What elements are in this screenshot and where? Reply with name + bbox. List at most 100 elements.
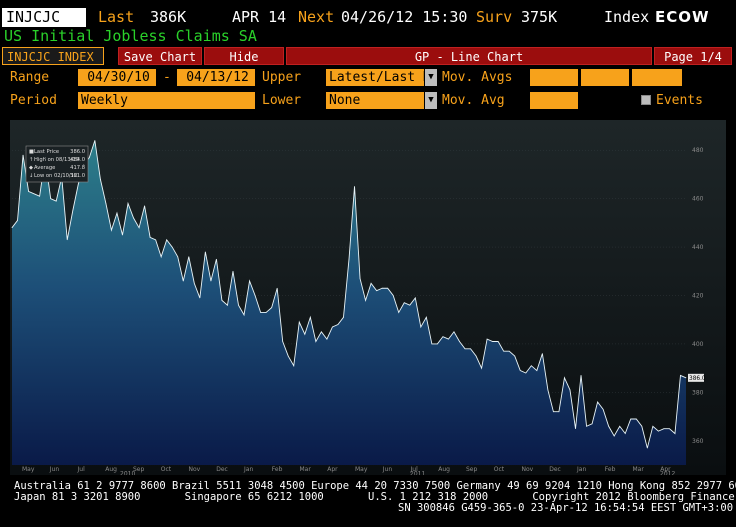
x-year-label: 2012 (660, 471, 675, 476)
data-point (348, 258, 350, 260)
chart-title-bar: GP - Line Chart (286, 47, 652, 65)
data-point (155, 239, 156, 241)
ecow-logo[interactable]: ECOW (655, 8, 710, 26)
data-point (575, 428, 576, 430)
data-point (492, 341, 493, 342)
data-point (249, 280, 250, 282)
period-label: Period (10, 93, 57, 108)
data-point (646, 447, 648, 449)
legend-label: Last Price (34, 149, 59, 155)
x-year-label: 2010 (120, 471, 135, 476)
save-chart-button[interactable]: Save Chart (118, 47, 202, 65)
data-point (409, 304, 411, 306)
upper-dropdown-icon[interactable]: ▼ (425, 69, 437, 86)
x-tick-label: Aug (438, 466, 450, 473)
data-point (514, 355, 516, 357)
data-point (293, 365, 295, 367)
data-point (613, 435, 615, 437)
lower-select[interactable]: None (326, 92, 424, 109)
x-tick-label: Sep (466, 466, 478, 473)
data-point (326, 338, 328, 340)
data-point (403, 302, 405, 304)
data-point (591, 423, 593, 425)
index-label: Index (604, 8, 650, 26)
x-tick-label: May (22, 466, 35, 473)
data-point (580, 375, 582, 376)
upper-label: Upper (262, 70, 302, 85)
range-end-field[interactable]: 04/13/12 (177, 69, 255, 86)
x-tick-label: Mar (633, 466, 645, 473)
data-point (470, 348, 471, 350)
data-point (88, 157, 90, 158)
release-date: APR 14 (232, 8, 287, 26)
data-point (265, 312, 267, 313)
mov-avg-lower-field[interactable] (530, 92, 578, 109)
security-menu[interactable]: INJCJC INDEX (2, 47, 104, 65)
data-point (624, 433, 626, 434)
data-point (221, 299, 223, 301)
data-point (376, 290, 377, 292)
data-point (193, 283, 195, 284)
x-tick-label: Nov (522, 466, 534, 473)
upper-select[interactable]: Latest/Last R (326, 69, 424, 86)
x-tick-label: Oct (494, 466, 505, 473)
y-tick-label: 440 (692, 244, 704, 251)
data-point (116, 212, 118, 214)
x-tick-label: Feb (272, 466, 283, 473)
data-point (55, 200, 57, 202)
next-datetime: 04/26/12 15:30 (341, 8, 468, 26)
mov-avg-field-3[interactable] (632, 69, 682, 86)
data-points (11, 140, 687, 449)
data-point (199, 297, 201, 299)
data-point (243, 314, 245, 316)
data-point (216, 258, 217, 260)
x-tick-label: Mar (300, 466, 312, 473)
data-point (33, 193, 35, 195)
x-tick-label: Dec (549, 466, 561, 473)
range-start-field[interactable]: 04/30/10 (78, 69, 156, 86)
x-tick-label: Aug (105, 466, 117, 473)
data-point (442, 336, 444, 338)
data-point (17, 220, 18, 221)
period-field[interactable]: Weekly (78, 92, 255, 109)
data-point (486, 338, 488, 340)
data-point (481, 367, 482, 369)
data-point (332, 326, 333, 328)
data-point (503, 350, 505, 352)
hide-button[interactable]: Hide (204, 47, 284, 65)
mov-avg-field-2[interactable] (581, 69, 629, 86)
mov-avgs-label: Mov. Avgs (442, 70, 513, 85)
data-point (133, 217, 134, 219)
x-tick-label: Jan (576, 466, 586, 473)
legend-marker-icon: ↑ (29, 157, 33, 163)
data-point (343, 316, 344, 318)
x-tick-label: Jan (243, 466, 253, 473)
x-tick-label: Feb (605, 466, 616, 473)
data-point (83, 164, 85, 166)
data-point (177, 256, 179, 258)
data-point (66, 239, 68, 241)
x-tick-label: Jul (410, 466, 419, 473)
data-point (420, 326, 422, 328)
events-checkbox[interactable] (641, 95, 651, 105)
data-point (260, 312, 261, 313)
data-point (50, 198, 52, 199)
data-point (641, 425, 643, 427)
mov-avg-field-1[interactable] (530, 69, 578, 86)
data-point (370, 283, 372, 284)
legend-value: 484.0 (70, 157, 85, 163)
page-indicator[interactable]: Page 1/4 (654, 47, 732, 65)
last-value: 386K (150, 8, 187, 26)
data-point (276, 287, 278, 289)
ticker-box[interactable]: INJCJC (2, 8, 86, 27)
data-point (564, 377, 565, 379)
data-point (122, 234, 123, 236)
data-point (619, 425, 621, 427)
y-tick-label: 380 (692, 389, 704, 396)
footer-line-1: Australia 61 2 9777 8600 Brazil 5511 304… (14, 480, 736, 492)
line-chart[interactable]: 360 380 400 420 440 460 480 May Jun Jul Aug Sep Oct… (10, 120, 726, 475)
surv-label: Surv (476, 8, 513, 26)
lower-dropdown-icon[interactable]: ▼ (425, 92, 437, 109)
legend-marker-icon: ◆ (29, 165, 33, 171)
data-point (188, 256, 190, 258)
